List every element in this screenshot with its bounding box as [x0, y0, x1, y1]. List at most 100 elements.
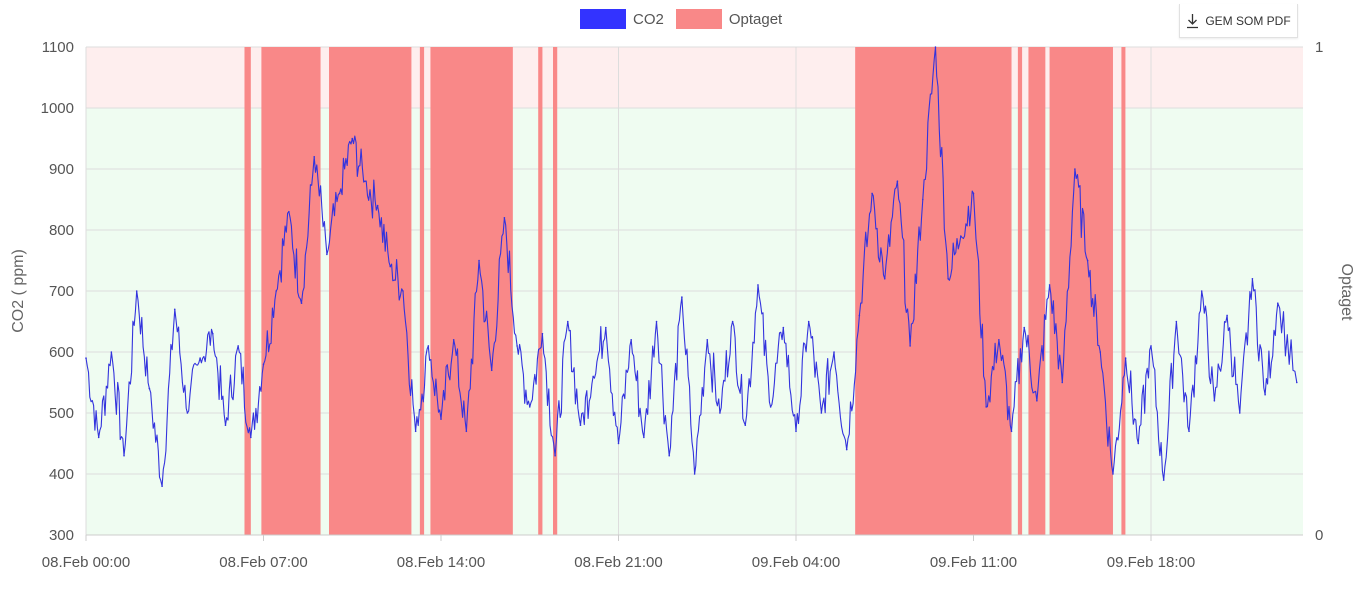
legend-label-co2: CO2 [633, 10, 664, 28]
optaget-bar [1049, 47, 1113, 535]
co2-point [807, 320, 810, 323]
y2-tick-label: 1 [1315, 39, 1323, 56]
co2-point [427, 345, 430, 347]
co2-point [186, 412, 189, 414]
optaget-series [244, 47, 1126, 535]
co2-point [1074, 168, 1076, 170]
co2-point [528, 406, 531, 408]
co2-point [211, 332, 214, 335]
y-tick-label: 400 [49, 466, 74, 483]
y-tick-label: 800 [49, 222, 74, 239]
y-tick-label: 700 [49, 283, 74, 300]
optaget-bar [855, 47, 1012, 535]
legend-item-co2[interactable]: CO2 [580, 9, 664, 29]
co2-point [1200, 290, 1203, 292]
save-as-pdf-button[interactable]: GEM SOM PDF [1179, 4, 1298, 38]
co2-point [1036, 400, 1038, 402]
co2-point [1023, 326, 1026, 329]
co2-point [440, 418, 442, 420]
co2-point [224, 424, 227, 427]
co2-point [668, 454, 671, 457]
y-tick-label: 500 [49, 405, 74, 422]
legend-item-optaget[interactable]: Optaget [675, 9, 783, 29]
co2-point [199, 357, 201, 359]
save-as-pdf-label: GEM SOM PDF [1205, 13, 1291, 28]
x-tick-label: 09.Feb 18:00 [1107, 554, 1195, 571]
co2-point [731, 320, 734, 323]
co2-series [85, 46, 1298, 488]
co2-point [655, 320, 658, 323]
co2-point [719, 412, 721, 414]
axes: 300 400 500 600 700 800 900 1000 1100 08.Feb 00:0… [41, 39, 1324, 571]
y-axis-label: CO2 ( ppm) [10, 249, 27, 333]
co2-point [351, 137, 354, 140]
co2-point [1296, 381, 1298, 384]
co2-point [1276, 302, 1279, 305]
co2-point [541, 332, 544, 335]
co2-point [1175, 320, 1178, 323]
legend-label-optaget: Optaget [728, 10, 783, 28]
co2-point [909, 345, 911, 347]
legend: CO2 Optaget [580, 9, 794, 29]
co2-point [110, 351, 113, 353]
co2-point [1048, 284, 1051, 286]
co2-point [161, 485, 163, 488]
x-tick-label: 08.Feb 07:00 [219, 554, 307, 571]
y2-tick-label: 0 [1315, 527, 1323, 544]
optaget-bar [1017, 47, 1023, 535]
legend-swatch-co2 [580, 9, 626, 29]
co2-point [1251, 278, 1254, 280]
co2-point [1238, 412, 1241, 414]
co2-point [1188, 430, 1190, 433]
y2-axis-label: Optaget [1338, 263, 1355, 321]
y-tick-label: 600 [49, 344, 74, 361]
co2-point [579, 424, 582, 427]
co2-point [173, 308, 176, 311]
co2-point [452, 339, 455, 341]
co2-point [376, 204, 379, 207]
co2-point [617, 442, 620, 445]
co2-point [782, 326, 785, 329]
co2-point [1264, 393, 1266, 396]
optaget-bar [552, 47, 558, 535]
co2-point [960, 235, 962, 237]
co2-point [998, 339, 1000, 341]
co2-point [605, 326, 607, 329]
co2-point [1099, 351, 1102, 353]
co2-point [516, 345, 518, 347]
co2-point [1086, 259, 1089, 262]
co2-point [921, 198, 924, 201]
co2-point [326, 253, 328, 256]
co2-point [833, 351, 835, 353]
co2-point [503, 217, 506, 219]
co2-point [123, 454, 125, 457]
co2-point [313, 156, 316, 158]
y-tick-label: 900 [49, 161, 74, 178]
co2-point [1010, 430, 1013, 433]
co2-point [288, 210, 290, 213]
optaget-bar [419, 47, 425, 535]
co2-line [85, 46, 1298, 487]
co2-point [1061, 381, 1064, 384]
optaget-bar [261, 47, 321, 535]
co2-point [681, 296, 683, 298]
x-tick-label: 08.Feb 00:00 [42, 554, 130, 571]
co2-point [1137, 442, 1140, 445]
x-tick-label: 08.Feb 14:00 [397, 554, 485, 571]
co2-point [871, 192, 873, 195]
co2-point [566, 320, 569, 323]
co2-point [85, 357, 87, 359]
co2-point [490, 369, 493, 372]
co2-point [985, 406, 987, 408]
co2-point [554, 454, 556, 457]
y-tick-label: 1100 [42, 39, 74, 56]
optaget-bar [430, 47, 513, 535]
x-tick-label: 08.Feb 21:00 [574, 554, 662, 571]
co2-point [934, 46, 937, 48]
co2-point [1213, 400, 1216, 402]
co2-point [769, 406, 772, 408]
optaget-bar [1121, 47, 1126, 535]
co2-point [630, 339, 632, 341]
co2-point [1226, 314, 1228, 317]
